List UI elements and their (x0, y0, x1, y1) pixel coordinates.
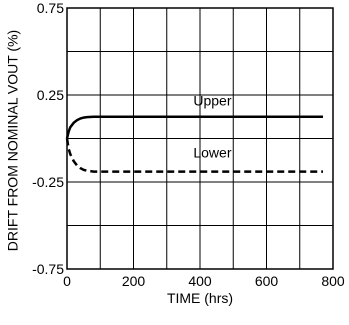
series-label-upper: Upper (193, 92, 231, 108)
y-tick-label: -0.25 (32, 174, 64, 190)
x-tick-label: 400 (188, 273, 212, 289)
x-tick-label: 200 (122, 273, 146, 289)
x-axis-title: TIME (hrs) (167, 290, 233, 306)
y-tick-label: 0.75 (37, 0, 64, 16)
x-tick-labels: 0 200 400 600 800 (63, 273, 345, 289)
x-tick-label: 800 (321, 273, 345, 289)
y-tick-labels: 0.75 0.25 -0.25 -0.75 (32, 0, 64, 277)
y-tick-label: -0.75 (32, 261, 64, 277)
x-tick-label: 600 (255, 273, 279, 289)
y-axis-title: DRIFT FROM NOMINAL VOUT (%) (5, 30, 21, 251)
series-label-lower: Lower (193, 145, 231, 161)
x-tick-label: 0 (63, 273, 71, 289)
grid (67, 8, 333, 269)
y-tick-label: 0.25 (37, 87, 64, 103)
series-lines (65, 115, 323, 173)
series-annotations: Upper Lower (193, 92, 231, 160)
series-line-upper (65, 115, 323, 139)
series-line-lower (65, 138, 323, 173)
